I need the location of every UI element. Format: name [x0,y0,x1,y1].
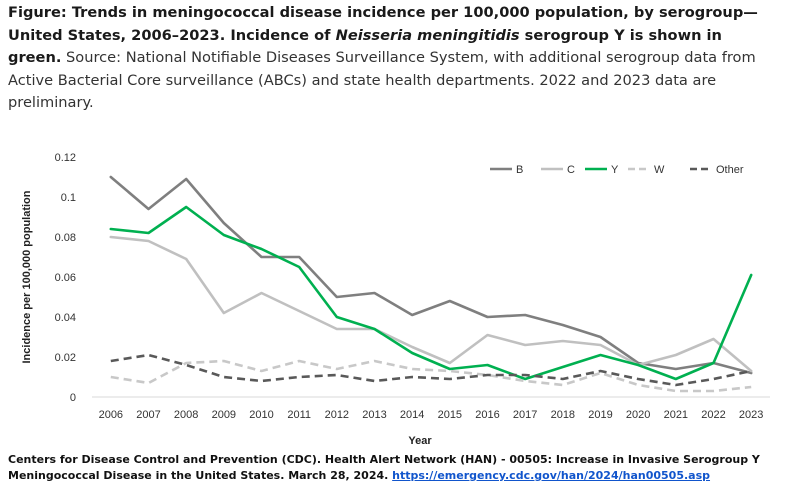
x-tick-label: 2015 [438,409,462,421]
x-tick-label: 2014 [400,409,424,421]
y-axis-label: Incidence per 100,000 population [21,190,33,363]
series-lines [109,175,753,393]
citation-link[interactable]: https://emergency.cdc.gov/han/2024/han00… [392,469,711,482]
y-tick-label: 0.06 [55,272,76,284]
x-tick-label: 2017 [513,409,537,421]
x-tick-label: 2023 [739,409,763,421]
legend-label-b: B [516,164,523,176]
x-tick-label: 2020 [626,409,650,421]
x-tick-label: 2016 [475,409,499,421]
y-tick-label: 0.04 [55,312,76,324]
y-tick-label: 0 [70,392,76,404]
x-tick-label: 2011 [287,409,311,421]
x-tick-label: 2021 [664,409,688,421]
caption-source: Source: National Notifiable Diseases Sur… [8,49,756,111]
x-tick-label: 2010 [249,409,273,421]
series-line-other [110,353,752,387]
y-tick-label: 0.08 [55,232,76,244]
series-line-b [109,175,753,375]
citation-text: Centers for Disease Control and Preventi… [8,453,760,482]
y-tick-label: 0.02 [55,352,76,364]
caption-highlight-note: serogroup Y is shown in green. [8,26,722,67]
x-tick-label: 2009 [212,409,236,421]
x-tick-label: 2022 [701,409,725,421]
chart-legend: B C Y W Other [490,164,744,176]
x-axis-ticks: 2006 2007 2008 2009 2010 2011 2012 2013 2014 2015… [99,409,764,421]
citation-footer: Centers for Disease Control and Preventi… [8,452,778,484]
x-axis-label: Year [408,435,432,447]
incidence-line-chart: 00.020.040.060.080.10.12 2006 2007 2008 200… [21,152,770,447]
y-axis-ticks: 0 0.02 0.04 0.06 0.08 0.1 0.12 [55,152,76,404]
caption-species-name: Neisseria meningitidis [335,26,520,44]
x-tick-label: 2007 [136,409,160,421]
legend-label-other: Other [716,164,744,176]
y-tick-label: 0.1 [61,192,76,204]
x-tick-label: 2018 [551,409,575,421]
caption-title: Figure: Trends in meningococcal disease … [8,4,758,44]
series-line-c [109,235,753,373]
x-tick-label: 2006 [99,409,123,421]
legend-label-c: C [567,164,575,176]
x-tick-label: 2013 [362,409,386,421]
series-line-w [110,359,752,393]
x-tick-label: 2008 [174,409,198,421]
legend-label-y: Y [611,164,619,176]
figure-caption: Figure: Trends in meningococcal disease … [8,2,778,115]
x-tick-label: 2019 [588,409,612,421]
x-tick-label: 2012 [325,409,349,421]
series-line-y [109,205,753,381]
legend-label-w: W [654,164,665,176]
y-tick-label: 0.12 [55,152,76,164]
